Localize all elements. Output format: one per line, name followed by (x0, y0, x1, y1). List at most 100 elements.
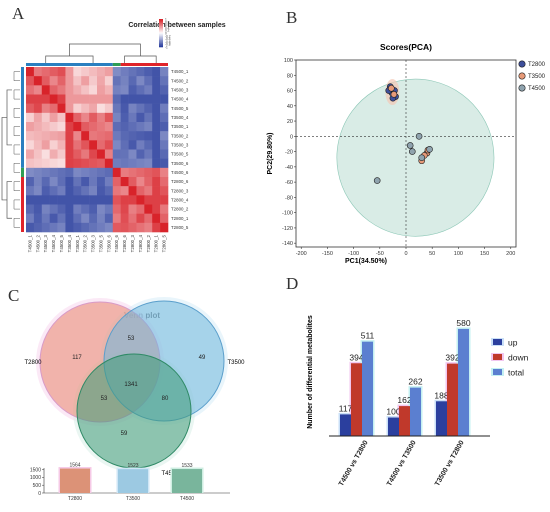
heatmap-cell (104, 213, 114, 224)
heatmap-cell (104, 149, 114, 159)
legend-tick-label: -0.8 (165, 43, 171, 47)
heatmap-cell (65, 76, 74, 86)
heatmap-row-label: T4500_3 (171, 88, 189, 93)
heatmap-cell (26, 85, 35, 95)
heatmap-column-label: T3500_4 (67, 234, 72, 252)
venn-count-all: 1341 (124, 382, 138, 388)
heatmap-cell (120, 149, 129, 159)
legend-gradient-cell (159, 19, 163, 21)
heatmap-cell (89, 94, 98, 104)
heatmap-cell (41, 112, 50, 123)
heatmap-cell (120, 158, 129, 169)
heatmap-column-label: T4500_6 (114, 234, 119, 252)
heatmap-cell (49, 149, 58, 159)
bar-value-label: 262 (408, 377, 422, 387)
heatmap-column-label: T2800_5 (162, 234, 167, 252)
heatmap-cell (128, 149, 137, 159)
heatmap-cell (65, 167, 74, 178)
heatmap-cell (144, 222, 153, 233)
heatmap-cell (81, 204, 90, 214)
heatmap-cell (104, 76, 114, 86)
heatmap-cell (41, 222, 50, 233)
heatmap-cell (81, 67, 90, 77)
heatmap-cell (57, 103, 66, 114)
bar-value-label: 100 (386, 407, 400, 417)
heatmap-cell (136, 222, 145, 233)
bar-value-label: 392 (445, 353, 459, 363)
heatmap-cell (26, 222, 35, 233)
heatmap-cell (49, 167, 58, 178)
heatmap-cell (120, 222, 129, 233)
left-dendrogram-branch (6, 181, 12, 219)
heatmap-row-label: T3500_5 (171, 152, 189, 157)
heatmap-cell (33, 195, 43, 205)
heatmap-column-label: T3500_3 (91, 234, 96, 252)
bar-up (388, 417, 399, 436)
heatmap-cell (81, 195, 90, 205)
row-group-bar (21, 177, 24, 232)
heatmap-cell (49, 140, 58, 150)
heatmap-cell (49, 177, 58, 187)
heatmap-cell (65, 186, 74, 196)
heatmap-cell (97, 140, 106, 150)
heatmap-cell (136, 131, 145, 141)
legend-marker-t4500 (518, 84, 526, 92)
heatmap-cell (144, 195, 153, 205)
heatmap-cell (104, 67, 114, 77)
left-dendrogram-leaf (13, 144, 20, 155)
heatmap-cell (49, 122, 58, 132)
heatmap-cell (26, 67, 35, 77)
left-dendrogram-root (1, 117, 7, 201)
heatmap-cell (128, 158, 137, 169)
heatmap-row-label: T4500_1 (171, 69, 189, 74)
heatmap-cell (26, 195, 35, 205)
heatmap-cell (144, 94, 153, 104)
panel-label-b: B (286, 8, 298, 27)
heatmap-cell (65, 103, 74, 114)
heatmap-row-label: T3500_3 (171, 143, 189, 148)
legend-tick-label: 0.6 (165, 23, 170, 27)
heatmap-cell (104, 131, 114, 141)
heatmap-cell (73, 186, 82, 196)
heatmap-cell (104, 140, 114, 150)
heatmap-cell (65, 131, 74, 141)
heatmap-column-label: T2800_6 (122, 234, 127, 252)
legend-gradient-cell (159, 42, 163, 45)
heatmap-cell (73, 94, 82, 104)
heatmap-row-label: T4500_6 (171, 170, 189, 175)
bar-up (436, 401, 447, 436)
heatmap-column-label: T2800_1 (154, 234, 159, 252)
venn-count-t2800-only: 117 (72, 355, 82, 361)
venn-chart: Venn plotT2800T3500T45001174959535380134… (24, 297, 245, 502)
panel-label-d: D (286, 274, 299, 293)
heatmap-cell (136, 67, 145, 77)
heatmap-row-label: T2800_5 (171, 225, 189, 230)
heatmap-cell (160, 149, 169, 159)
heatmap-cell (49, 112, 58, 123)
y-tick-label: 20 (287, 119, 293, 125)
heatmap-cell (81, 76, 90, 86)
heatmap-cell (104, 103, 114, 114)
category-label: T3500 vs T2800 (434, 439, 466, 487)
heatmap-cell (89, 85, 98, 95)
heatmap-cell (65, 112, 74, 123)
heatmap-cell (112, 85, 121, 95)
heatmap-cell (73, 67, 82, 77)
y-axis-label: PC2(29.80%) (267, 132, 274, 174)
legend-gradient-cell (159, 20, 163, 23)
x-tick-label: -150 (322, 251, 333, 257)
heatmap-cell (89, 112, 98, 123)
heatmap-cell (144, 177, 153, 187)
heatmap-cell (33, 103, 43, 114)
heatmap-cell (41, 177, 50, 187)
heatmap-cell (26, 204, 35, 214)
heatmap-cell (26, 103, 35, 114)
heatmap-cell (160, 177, 169, 187)
heatmap-cell (152, 186, 161, 196)
totals-bar-label: T4500 (180, 496, 194, 502)
heatmap-cell (120, 167, 129, 178)
heatmap-cell (33, 67, 43, 77)
heatmap-column-label: T4500_2 (35, 234, 40, 252)
heatmap-cell (112, 131, 121, 141)
heatmap-cell (57, 222, 66, 233)
